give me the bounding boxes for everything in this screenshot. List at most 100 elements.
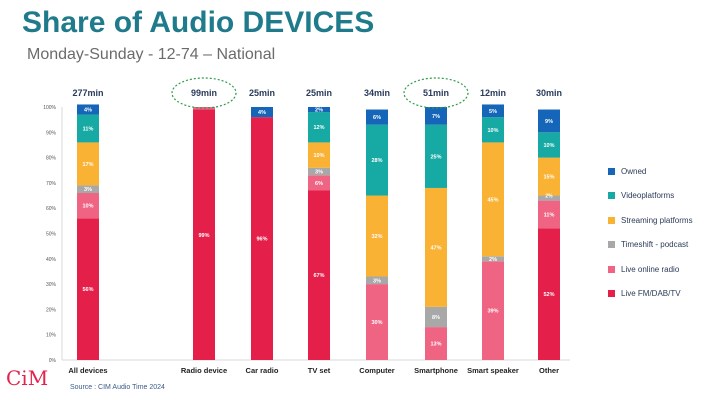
data-label: 47% [430, 245, 441, 251]
y-tick-label: 80% [46, 156, 57, 162]
bar-total-label: 51min [423, 88, 449, 98]
legend-label: Owned [621, 166, 647, 176]
highlight-circle [171, 77, 237, 109]
bar-segment [308, 107, 330, 113]
x-category-label: All devices [68, 366, 107, 375]
legend-item: Live FM/DAB/TV [608, 282, 693, 307]
bar-segment [366, 124, 388, 196]
bar-segment [308, 175, 330, 191]
y-tick-label: 90% [46, 130, 57, 136]
data-label: 30% [371, 320, 382, 326]
data-label: 10% [313, 153, 324, 159]
bar-segment [366, 284, 388, 360]
bar-segment [482, 261, 504, 360]
bar-segment [193, 109, 215, 360]
bar-segment [482, 142, 504, 257]
bar-segment [193, 107, 215, 110]
bar-segment [77, 218, 99, 360]
bar-segment [366, 276, 388, 285]
bar-segment [77, 142, 99, 186]
data-label: 5% [489, 109, 497, 115]
bar-segment [538, 109, 560, 133]
data-label: 2% [315, 108, 323, 114]
data-label: 67% [313, 273, 324, 279]
data-label: 52% [543, 292, 554, 298]
bar-total-label: 99min [191, 88, 217, 98]
data-label: 11% [83, 127, 94, 133]
bar-segment [538, 195, 560, 201]
y-tick-label: 60% [46, 206, 57, 212]
x-category-label: Computer [359, 366, 394, 375]
legend-label: Streaming platforms [621, 215, 693, 225]
legend-label: Live online radio [621, 264, 680, 274]
data-label: 28% [371, 158, 382, 164]
y-tick-label: 50% [46, 232, 57, 238]
legend-swatch [608, 265, 615, 273]
y-tick-label: 20% [46, 307, 57, 313]
legend-swatch [608, 192, 615, 200]
bar-segment [538, 228, 560, 360]
bar-segment [538, 200, 560, 229]
bar-segment [425, 107, 447, 125]
legend-item: Videoplatforms [608, 184, 693, 209]
data-label: 25% [430, 154, 441, 160]
x-category-label: Smart speaker [467, 366, 519, 375]
data-label: 56% [82, 287, 93, 293]
page-title: Share of Audio DEVICES [22, 6, 375, 39]
bar-total-label: 25min [306, 88, 332, 98]
data-label: 96% [256, 237, 267, 243]
bar-segment [77, 104, 99, 115]
data-label: 99% [198, 233, 209, 239]
x-category-label: Other [539, 366, 559, 375]
data-label: 10% [487, 128, 498, 134]
bar-total-label: 30min [536, 88, 562, 98]
source-note: Source : CIM Audio Time 2024 [70, 384, 165, 391]
legend-item: Owned [608, 159, 693, 184]
data-label: 13% [430, 342, 441, 348]
x-category-label: Car radio [246, 366, 279, 375]
y-tick-label: 0% [49, 358, 57, 364]
bar-segment [538, 157, 560, 196]
bar-segment [425, 306, 447, 328]
legend-item: Timeshift - podcast [608, 233, 693, 258]
x-category-label: Smartphone [414, 366, 458, 375]
data-label: 32% [371, 234, 382, 240]
bar-segment [308, 190, 330, 360]
bar-segment [482, 256, 504, 262]
data-label: 39% [487, 309, 498, 315]
data-label: 3% [373, 278, 381, 284]
x-category-label: TV set [308, 366, 331, 375]
legend-item: Streaming platforms [608, 208, 693, 233]
bar-segment [425, 187, 447, 307]
bar-segment [482, 104, 504, 118]
chart-legend: Owned Videoplatforms Streaming platforms Ti… [608, 159, 693, 306]
legend-label: Videoplatforms [621, 191, 675, 201]
bar-segment [366, 195, 388, 277]
data-label: 3% [84, 187, 92, 193]
bar-total-label: 34min [364, 88, 390, 98]
legend-label: Live FM/DAB/TV [621, 289, 681, 299]
bar-segment [308, 142, 330, 168]
legend-label: Timeshift - podcast [621, 240, 689, 250]
data-label: 2% [545, 194, 553, 200]
y-tick-label: 10% [46, 333, 57, 339]
data-label: 9% [545, 119, 553, 125]
bar-segment [308, 112, 330, 143]
x-category-label: Radio device [181, 366, 227, 375]
bar-total-label: 12min [480, 88, 506, 98]
bar-total-label: 25min [249, 88, 275, 98]
bar-segment [308, 167, 330, 176]
data-label: 7% [432, 114, 440, 120]
data-label: 6% [315, 181, 323, 187]
bar-segment [425, 327, 447, 360]
data-label: 2% [489, 257, 497, 263]
bar-segment [251, 107, 273, 118]
data-label: 8% [432, 315, 440, 321]
y-tick-label: 100% [43, 105, 56, 111]
data-label: 17% [82, 162, 93, 168]
bar-segment [482, 117, 504, 143]
cim-logo: CiM [6, 366, 49, 390]
data-label: 10% [543, 143, 554, 149]
data-label: 45% [487, 197, 498, 203]
